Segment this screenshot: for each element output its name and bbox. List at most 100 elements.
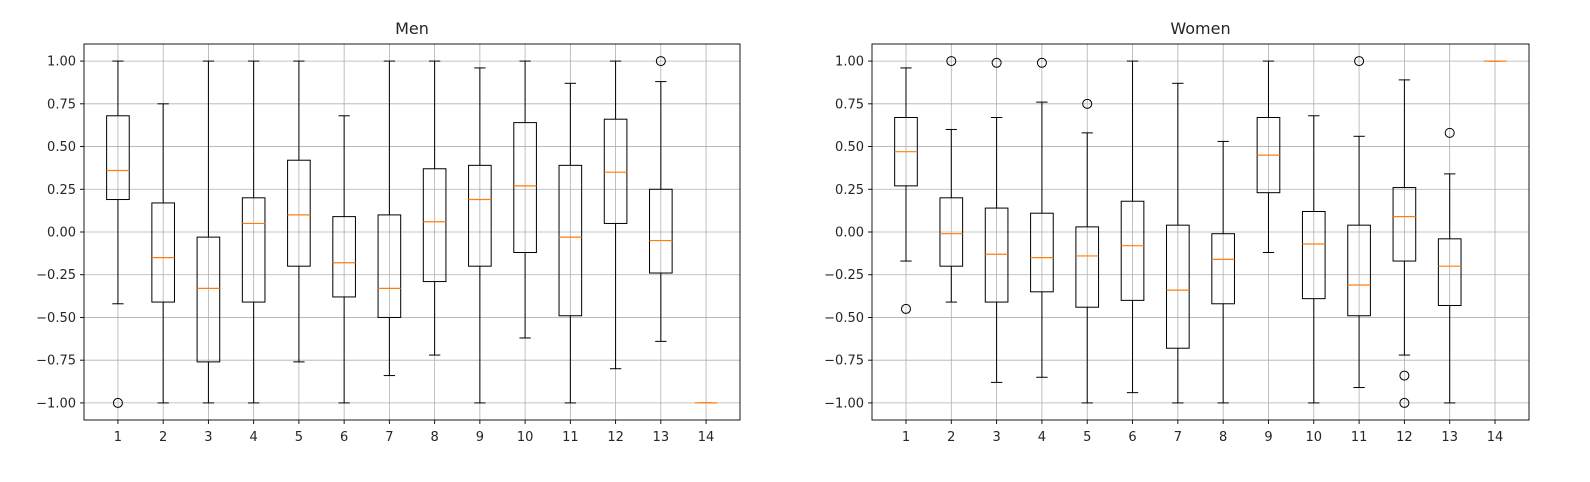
outlier-point (900, 303, 911, 314)
x-tick-label: 6 (340, 430, 348, 445)
box-rect (649, 188, 673, 274)
box-1 (106, 60, 130, 408)
x-tick-label: 5 (295, 430, 303, 445)
box-rect (1301, 210, 1326, 300)
x-tick-label: 8 (1219, 430, 1227, 445)
box-7 (377, 60, 402, 377)
y-tick-label: 0.00 (47, 226, 76, 241)
x-tick-label: 3 (204, 430, 212, 445)
box-6 (1120, 60, 1145, 394)
x-tick-label: 1 (114, 430, 122, 445)
y-tick-label: 0.50 (47, 140, 76, 155)
box-rect (468, 164, 492, 267)
outlier-point (1082, 98, 1093, 109)
box-6 (332, 115, 356, 404)
x-tick-label: 5 (1083, 430, 1091, 445)
y-tick-label: −0.75 (824, 354, 864, 369)
box-rect (377, 214, 402, 318)
x-tick-label: 9 (1264, 430, 1272, 445)
y-tick-label: −0.25 (36, 268, 76, 283)
box-rect (422, 168, 447, 283)
outlier-point (112, 397, 123, 408)
y-tick-label: 0.00 (835, 226, 864, 241)
x-tick-label: 6 (1128, 430, 1136, 445)
y-tick-label: 0.75 (47, 97, 76, 112)
outlier-point (655, 56, 666, 67)
y-tick-label: 0.25 (835, 183, 864, 198)
y-tick-label: 1.00 (47, 55, 76, 70)
box-rect (332, 216, 356, 298)
box-5 (1075, 98, 1100, 404)
x-tick-label: 10 (1306, 430, 1323, 445)
y-tick-label: 0.75 (835, 97, 864, 112)
box-4 (241, 60, 266, 404)
box-rect (1437, 238, 1462, 306)
box-10 (513, 60, 537, 339)
x-tick-label: 12 (1396, 430, 1413, 445)
box-rect (1120, 200, 1145, 301)
y-tick-label: 1.00 (835, 55, 864, 70)
y-tick-label: −0.50 (36, 311, 76, 326)
x-tick-label: 10 (517, 430, 534, 445)
y-tick-label: −0.75 (36, 354, 76, 369)
box-13 (649, 56, 673, 342)
x-tick-label: 13 (1441, 430, 1458, 445)
x-tick-label: 7 (1174, 430, 1182, 445)
outlier-point (1399, 397, 1410, 408)
box-2 (939, 56, 964, 303)
x-tick-label: 7 (385, 430, 393, 445)
box-rect (106, 115, 130, 201)
x-tick-label: 11 (1351, 430, 1368, 445)
y-tick-label: −1.00 (36, 396, 76, 411)
x-tick-label: 2 (159, 430, 167, 445)
box-1 (894, 67, 918, 314)
y-tick-label: −0.50 (824, 311, 864, 326)
x-tick-label: 9 (476, 430, 484, 445)
box-8 (1211, 140, 1235, 404)
box-rect (1166, 224, 1190, 349)
women-boxplot-panel: 1.00 0.75 0.50 0.25 0.00 −0.25 −0.50 −0.75 −1.00… (824, 19, 1530, 445)
box-4 (1030, 57, 1054, 378)
box-12 (1392, 79, 1417, 408)
box-rect (1347, 224, 1371, 317)
x-tick-label: 2 (947, 430, 955, 445)
x-tick-label: 8 (430, 430, 438, 445)
box-rect (196, 236, 221, 363)
box-13 (1437, 127, 1462, 404)
box-rect (939, 197, 964, 267)
x-tick-label: 1 (902, 430, 910, 445)
box-rect (1211, 233, 1235, 305)
x-tick-label: 11 (562, 430, 579, 445)
outlier-point (1036, 57, 1047, 68)
chart-title: Women (1170, 19, 1230, 38)
box-rect (558, 164, 583, 317)
box-rect (1030, 212, 1054, 293)
box-rect (1392, 187, 1417, 262)
box-9 (1256, 60, 1281, 254)
box-rect (603, 118, 628, 224)
x-tick-label: 4 (1038, 430, 1046, 445)
outlier-point (1354, 56, 1365, 67)
box-8 (422, 60, 447, 356)
box-3 (984, 57, 1009, 383)
x-tick-label: 14 (1487, 430, 1504, 445)
y-tick-label: 0.25 (47, 183, 76, 198)
y-tick-label: −1.00 (824, 396, 864, 411)
y-tick-label: 0.50 (835, 140, 864, 155)
box-9 (468, 67, 492, 404)
outlier-point (1399, 370, 1410, 381)
outlier-point (1444, 127, 1455, 138)
box-rect (241, 197, 266, 303)
box-11 (558, 82, 583, 404)
x-tick-label: 4 (250, 430, 258, 445)
box-11 (1347, 56, 1371, 389)
box-rect (984, 207, 1009, 303)
box-10 (1301, 115, 1326, 404)
x-tick-label: 3 (992, 430, 1000, 445)
men-boxplot-panel: 1.00 0.75 0.50 0.25 0.00 −0.25 −0.50 −0.75 −1.00… (36, 19, 741, 445)
x-tick-label: 12 (607, 430, 624, 445)
box-5 (287, 60, 311, 363)
outlier-point (946, 56, 957, 67)
box-rect (1075, 226, 1100, 308)
box-2 (151, 103, 175, 404)
